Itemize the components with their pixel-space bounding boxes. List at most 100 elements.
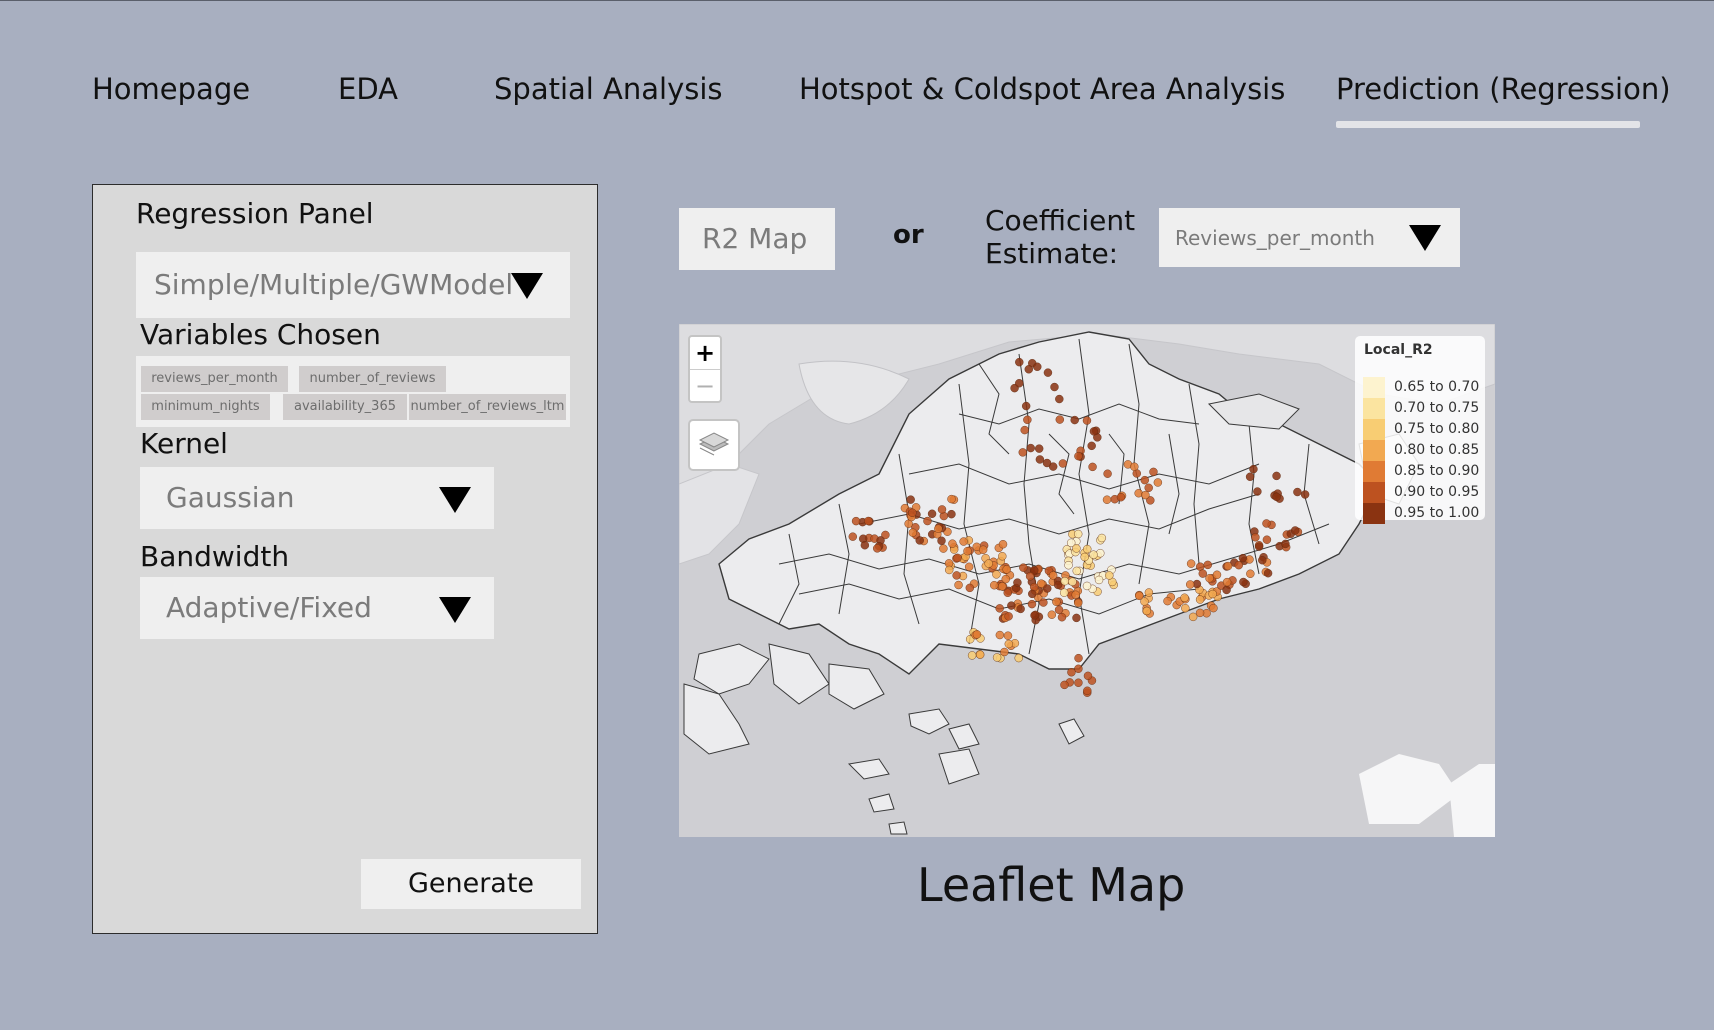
map-point xyxy=(1039,598,1048,607)
map-point xyxy=(1055,415,1064,424)
map-point xyxy=(1059,588,1069,597)
kernel-select[interactable]: Gaussian xyxy=(140,467,494,529)
map-point xyxy=(1245,472,1255,481)
map-point xyxy=(1021,401,1031,411)
tab-prediction-regression[interactable]: Prediction (Regression) xyxy=(1336,72,1671,106)
map-point xyxy=(1074,678,1083,687)
map-point xyxy=(1209,603,1218,613)
map-point xyxy=(1103,469,1112,478)
zoom-out-button[interactable]: − xyxy=(694,372,716,400)
map-point xyxy=(1140,475,1149,485)
map-point xyxy=(1088,462,1097,472)
map-point xyxy=(1083,671,1093,681)
map-point xyxy=(1195,595,1205,604)
map-point xyxy=(963,546,972,556)
map-point xyxy=(1281,539,1290,549)
legend-label: 0.95 to 1.00 xyxy=(1394,505,1480,521)
map-point xyxy=(984,559,993,568)
coefficient-select[interactable]: Reviews_per_month xyxy=(1159,208,1460,267)
map-point xyxy=(1253,487,1262,496)
map-point xyxy=(1019,563,1028,572)
zoom-control: + − xyxy=(688,335,722,403)
map-point xyxy=(1042,458,1052,468)
map-point xyxy=(972,630,982,639)
map-point xyxy=(1300,490,1310,499)
bandwidth-select[interactable]: Adaptive/Fixed xyxy=(140,577,494,639)
map-point xyxy=(992,570,1001,579)
variable-chip[interactable]: number_of_reviews xyxy=(299,366,446,392)
map-point xyxy=(1080,552,1089,562)
bandwidth-select-value: Adaptive/Fixed xyxy=(166,591,372,624)
map-point xyxy=(1015,357,1024,367)
map-point xyxy=(1074,653,1083,663)
map-point xyxy=(1186,559,1196,568)
map-point xyxy=(1258,556,1267,565)
map-point xyxy=(1222,577,1232,587)
map-point xyxy=(934,524,943,533)
map-point xyxy=(1205,574,1214,583)
map-point xyxy=(1004,639,1013,649)
map-point xyxy=(1060,576,1070,586)
legend-title: Local_R2 xyxy=(1364,342,1433,358)
kernel-select-value: Gaussian xyxy=(166,481,295,514)
chevron-down-icon xyxy=(439,597,471,623)
variables-chip-box[interactable]: reviews_per_month number_of_reviews mini… xyxy=(136,356,570,427)
map-point xyxy=(948,539,957,548)
map-point xyxy=(1067,668,1076,677)
map-point xyxy=(1074,598,1083,608)
leaflet-map[interactable]: + − Local_R2 0.65 to 0.70 0.70 to 0.75 0.7… xyxy=(679,324,1495,837)
map-point xyxy=(1208,589,1217,599)
map-point xyxy=(1027,599,1037,609)
zoom-in-button[interactable]: + xyxy=(690,337,720,370)
legend-label: 0.70 to 0.75 xyxy=(1394,400,1480,416)
layers-control[interactable] xyxy=(688,419,740,471)
panel-title: Regression Panel xyxy=(136,197,374,230)
tab-homepage[interactable]: Homepage xyxy=(92,72,251,106)
map-point xyxy=(1144,588,1154,597)
tab-eda[interactable]: EDA xyxy=(338,72,398,106)
map-point xyxy=(1239,577,1248,587)
generate-button[interactable]: Generate xyxy=(361,859,581,909)
map-point xyxy=(1149,467,1158,477)
or-text: or xyxy=(893,220,924,250)
variable-chip[interactable]: number_of_reviews_ltm xyxy=(409,394,566,420)
variable-chip[interactable]: availability_365 xyxy=(283,394,407,420)
map-point xyxy=(1144,483,1153,493)
chevron-down-icon xyxy=(1409,225,1441,251)
variable-chip[interactable]: minimum_nights xyxy=(141,394,270,420)
map-point xyxy=(1116,493,1126,502)
map-point xyxy=(937,536,946,545)
map-point xyxy=(908,528,917,537)
variable-chip[interactable]: reviews_per_month xyxy=(141,366,288,392)
map-point xyxy=(1028,589,1037,599)
r2-map-button[interactable]: R2 Map xyxy=(679,208,835,270)
map-point xyxy=(1181,604,1190,613)
map-point xyxy=(945,565,954,575)
map-point xyxy=(1089,550,1098,559)
legend-label: 0.65 to 0.70 xyxy=(1394,379,1480,395)
legend-label: 0.85 to 0.90 xyxy=(1394,463,1480,479)
model-select[interactable]: Simple/Multiple/GWModel xyxy=(136,252,570,318)
map-point xyxy=(1135,591,1144,601)
tab-hotspot-coldspot[interactable]: Hotspot & Coldspot Area Analysis xyxy=(799,72,1286,106)
map-point xyxy=(1105,571,1114,580)
map-point xyxy=(998,552,1007,561)
model-select-value: Simple/Multiple/GWModel xyxy=(154,268,514,301)
map-point xyxy=(1272,492,1281,502)
map-point xyxy=(1037,579,1046,588)
top-border xyxy=(0,0,1714,1)
map-point xyxy=(990,581,999,590)
map-point xyxy=(1030,611,1039,620)
map-point xyxy=(959,537,968,546)
map-point xyxy=(995,630,1005,640)
map-point xyxy=(1073,529,1083,539)
map-point xyxy=(1089,427,1099,436)
map-point xyxy=(1262,535,1272,544)
map-point xyxy=(937,505,947,514)
tab-spatial-analysis[interactable]: Spatial Analysis xyxy=(494,72,723,106)
coefficient-estimate-label: Coefficient Estimate: xyxy=(985,204,1136,270)
map-point xyxy=(1070,415,1079,425)
map-point xyxy=(1198,569,1207,578)
map-point xyxy=(995,604,1004,613)
map-point xyxy=(1087,441,1096,451)
